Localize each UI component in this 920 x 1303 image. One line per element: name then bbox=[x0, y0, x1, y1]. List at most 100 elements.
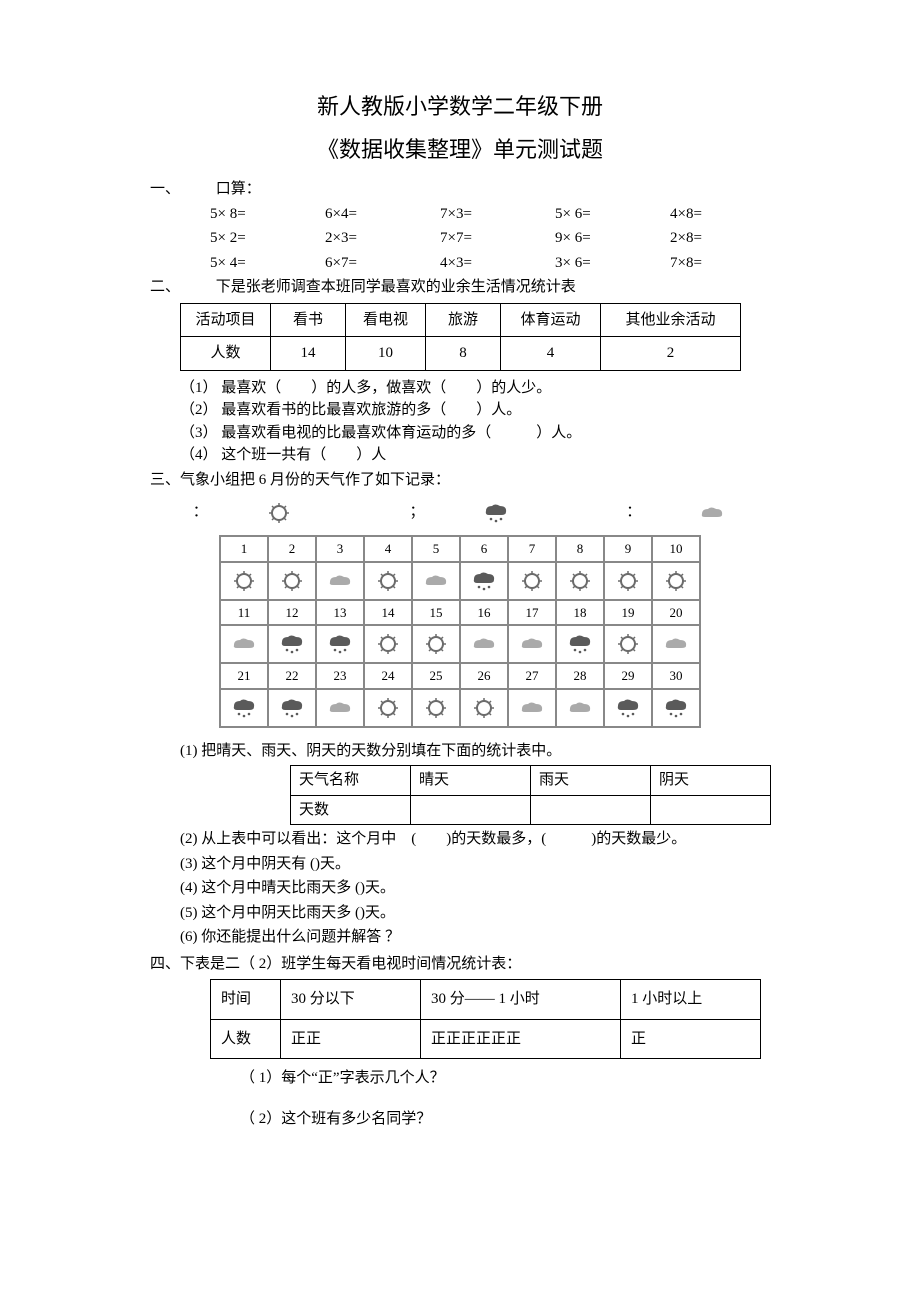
table-cell: 活动项目 bbox=[181, 303, 271, 337]
day-number: 23 bbox=[316, 663, 364, 689]
table-cell: 14 bbox=[271, 337, 346, 371]
table-cell: 8 bbox=[426, 337, 501, 371]
legend-cloudy: ： bbox=[598, 501, 755, 525]
day-weather-icon bbox=[604, 689, 652, 727]
day-number: 19 bbox=[604, 600, 652, 626]
table-row: 活动项目看书看电视旅游体育运动其他业余活动 bbox=[181, 303, 741, 337]
day-number: 17 bbox=[508, 600, 556, 626]
day-weather-icon bbox=[556, 562, 604, 600]
day-weather-icon bbox=[508, 625, 556, 663]
weather-summary-table: 天气名称晴天雨天阴天 天数 bbox=[290, 765, 771, 825]
calc-item: 5× 6= bbox=[555, 203, 670, 226]
sec2-head-text: 下是张老师调查本班同学最喜欢的业余生活情况统计表 bbox=[216, 279, 576, 295]
day-number: 18 bbox=[556, 600, 604, 626]
day-number: 13 bbox=[316, 600, 364, 626]
day-weather-icon bbox=[364, 562, 412, 600]
doc-title-2: 《数据收集整理》单元测试题 bbox=[90, 133, 830, 166]
day-number: 2 bbox=[268, 536, 316, 562]
day-weather-icon bbox=[316, 562, 364, 600]
day-weather-icon bbox=[364, 689, 412, 727]
table-row: 天气名称晴天雨天阴天 bbox=[291, 766, 771, 796]
sec4-label: 四、 bbox=[150, 956, 180, 972]
day-weather-icon bbox=[556, 689, 604, 727]
table-cell: 人数 bbox=[181, 337, 271, 371]
day-number: 25 bbox=[412, 663, 460, 689]
table-row: 时间 30 分以下 30 分—— 1 小时 1 小时以上 bbox=[211, 980, 761, 1020]
day-weather-icon bbox=[460, 689, 508, 727]
tv-d-2: 正正正正正正 bbox=[421, 1019, 621, 1059]
day-weather-icon bbox=[220, 625, 268, 663]
table-cell bbox=[531, 795, 651, 825]
sunny-icon bbox=[264, 501, 294, 525]
day-number: 8 bbox=[556, 536, 604, 562]
sec2-questions: （1） 最喜欢（ ）的人多，做喜欢（ ）的人少。（2） 最喜欢看书的比最喜欢旅游… bbox=[90, 377, 830, 467]
calc-row: 5× 4=6×7=4×3=3× 6=7×8= bbox=[90, 252, 830, 275]
q3-2: (2) 从上表中可以看出：这个月中 ( )的天数最多，( )的天数最少。 bbox=[180, 828, 830, 851]
day-weather-icon bbox=[412, 689, 460, 727]
day-number: 30 bbox=[652, 663, 700, 689]
q3-3: (3) 这个月中阴天有 ()天。 bbox=[180, 853, 830, 876]
calc-item: 5× 2= bbox=[210, 227, 325, 250]
tv-h-3: 1 小时以上 bbox=[621, 980, 761, 1020]
tv-d-0: 人数 bbox=[211, 1019, 281, 1059]
tv-h-0: 时间 bbox=[211, 980, 281, 1020]
table-row: 人数1410842 bbox=[181, 337, 741, 371]
calc-item: 7×8= bbox=[670, 252, 785, 275]
calc-item: 7×7= bbox=[440, 227, 555, 250]
tv-d-3: 正 bbox=[621, 1019, 761, 1059]
legend-rainy: ； bbox=[381, 501, 538, 525]
tv-table: 时间 30 分以下 30 分—— 1 小时 1 小时以上 人数 正正 正正正正正… bbox=[210, 979, 761, 1059]
day-number: 20 bbox=[652, 600, 700, 626]
tv-d-1: 正正 bbox=[281, 1019, 421, 1059]
day-number: 28 bbox=[556, 663, 604, 689]
table-cell: 天气名称 bbox=[291, 766, 411, 796]
day-number: 14 bbox=[364, 600, 412, 626]
calc-row: 5× 2=2×3=7×7=9× 6=2×8= bbox=[90, 227, 830, 250]
calc-item: 6×4= bbox=[325, 203, 440, 226]
day-number: 6 bbox=[460, 536, 508, 562]
day-weather-icon bbox=[652, 689, 700, 727]
question-line: （1） 最喜欢（ ）的人多，做喜欢（ ）的人少。 bbox=[90, 377, 830, 400]
day-weather-icon bbox=[508, 562, 556, 600]
cloudy-icon bbox=[697, 501, 727, 525]
sec2-header: 二、 下是张老师调查本班同学最喜欢的业余生活情况统计表 bbox=[90, 276, 830, 299]
calc-item: 7×3= bbox=[440, 203, 555, 226]
weather-legend: ： ； ： bbox=[90, 501, 830, 525]
day-number: 3 bbox=[316, 536, 364, 562]
day-weather-icon bbox=[220, 562, 268, 600]
day-weather-icon bbox=[604, 562, 652, 600]
day-weather-icon bbox=[604, 625, 652, 663]
day-number: 4 bbox=[364, 536, 412, 562]
sec4-head-text: 下表是二（ 2）班学生每天看电视时间情况统计表： bbox=[180, 956, 521, 972]
sec3-label: 三、 bbox=[150, 472, 180, 488]
day-weather-icon bbox=[460, 562, 508, 600]
table-cell: 阴天 bbox=[651, 766, 771, 796]
day-weather-icon bbox=[268, 689, 316, 727]
sec1-header: 一、 口算： bbox=[90, 178, 830, 201]
day-number: 21 bbox=[220, 663, 268, 689]
table-cell: 旅游 bbox=[426, 303, 501, 337]
q3-1: (1) 把晴天、雨天、阴天的天数分别填在下面的统计表中。 bbox=[180, 740, 830, 763]
sec3-header: 三、气象小组把 6 月份的天气作了如下记录： bbox=[90, 469, 830, 492]
question-line: （4） 这个班一共有（ ）人 bbox=[90, 444, 830, 467]
day-number: 5 bbox=[412, 536, 460, 562]
day-weather-icon bbox=[220, 689, 268, 727]
table-cell: 雨天 bbox=[531, 766, 651, 796]
day-number: 12 bbox=[268, 600, 316, 626]
day-number: 7 bbox=[508, 536, 556, 562]
calc-item: 4×8= bbox=[670, 203, 785, 226]
rainy-icon bbox=[481, 501, 511, 525]
q3-5: (5) 这个月中阴天比雨天多 ()天。 bbox=[180, 902, 830, 925]
sec3-head-text: 气象小组把 6 月份的天气作了如下记录： bbox=[180, 472, 450, 488]
day-weather-icon bbox=[652, 562, 700, 600]
day-weather-icon bbox=[412, 562, 460, 600]
calc-item: 2×8= bbox=[670, 227, 785, 250]
day-number: 29 bbox=[604, 663, 652, 689]
day-weather-icon bbox=[652, 625, 700, 663]
day-number: 24 bbox=[364, 663, 412, 689]
day-number: 16 bbox=[460, 600, 508, 626]
day-weather-icon bbox=[460, 625, 508, 663]
day-number: 9 bbox=[604, 536, 652, 562]
day-weather-icon bbox=[364, 625, 412, 663]
calc-area: 5× 8=6×4=7×3=5× 6=4×8=5× 2=2×3=7×7=9× 6=… bbox=[90, 203, 830, 275]
